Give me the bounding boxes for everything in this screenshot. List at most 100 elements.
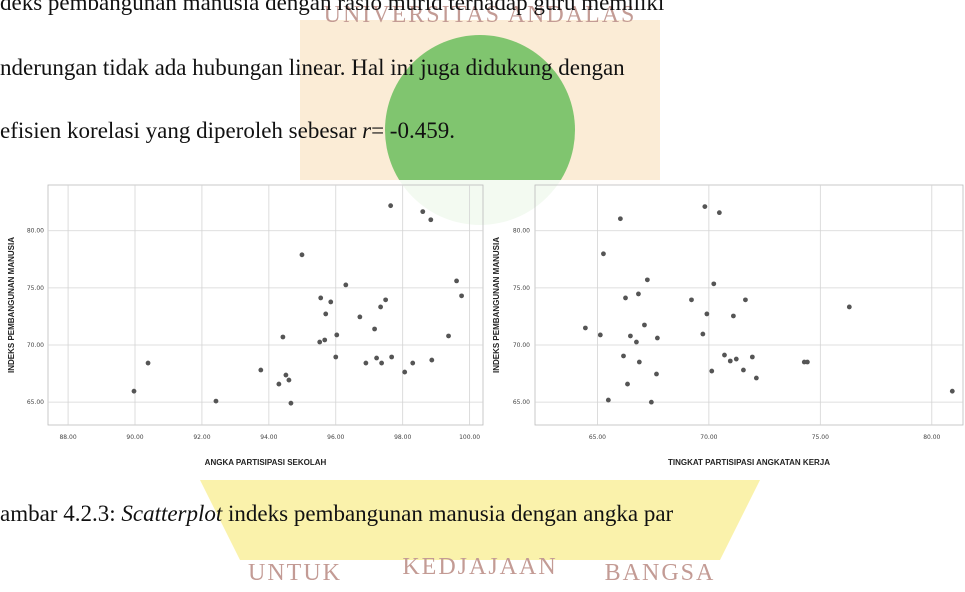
- point: [258, 368, 263, 373]
- point: [717, 210, 722, 215]
- page: UNIVERSITAS ANDALAS UNTUK KEDJAJAAN BANG…: [0, 0, 965, 592]
- point: [598, 333, 603, 338]
- point: [645, 277, 650, 282]
- point: [402, 370, 407, 375]
- x-tick-label: 92.00: [193, 434, 210, 441]
- y-axis-title: INDEKS PEMBANGUNAN MANUSIA: [7, 237, 16, 373]
- x-axis-title: ANGKA PARTISIPASI SEKOLAH: [205, 458, 327, 467]
- point: [378, 305, 383, 310]
- point: [606, 398, 611, 403]
- watermark-text: UNTUK: [248, 560, 342, 586]
- point: [343, 282, 348, 287]
- point: [334, 333, 339, 338]
- point: [333, 355, 338, 360]
- point: [700, 332, 705, 337]
- point: [214, 399, 219, 404]
- page-canvas: UNIVERSITAS ANDALAS UNTUK KEDJAJAAN BANG…: [0, 0, 965, 592]
- x-tick-label: 100.00: [459, 434, 480, 441]
- point: [281, 335, 286, 340]
- point: [420, 209, 425, 214]
- point: [289, 401, 294, 406]
- y-tick-label: 75.00: [27, 285, 44, 292]
- point: [734, 357, 739, 362]
- point: [323, 312, 328, 317]
- point: [357, 314, 362, 319]
- point: [741, 368, 746, 373]
- point: [318, 296, 323, 301]
- point: [637, 360, 642, 365]
- point: [388, 203, 393, 208]
- x-tick-label: 70.00: [700, 434, 717, 441]
- point: [625, 382, 630, 387]
- body-line: deks pembangunan manusia dengan rasio mu…: [0, 0, 664, 15]
- y-axis-title: INDEKS PEMBANGUNAN MANUSIA: [492, 237, 501, 373]
- point: [328, 300, 333, 305]
- point: [704, 312, 709, 317]
- x-axis-title: TINGKAT PARTISIPASI ANGKATAN KERJA: [668, 458, 830, 467]
- point: [446, 334, 451, 339]
- point: [287, 378, 292, 383]
- point: [634, 340, 639, 345]
- point: [410, 361, 415, 366]
- watermark-text: KEDJAJAAN: [402, 554, 557, 580]
- text-run: = -0.459.: [371, 118, 455, 143]
- point: [621, 354, 626, 359]
- y-tick-label: 70.00: [513, 342, 530, 349]
- point: [642, 323, 647, 328]
- point: [722, 353, 727, 358]
- point: [146, 361, 151, 366]
- y-tick-label: 65.00: [513, 399, 530, 406]
- point: [654, 372, 659, 377]
- point: [750, 355, 755, 360]
- point: [950, 389, 955, 394]
- point: [276, 382, 281, 387]
- point: [743, 297, 748, 302]
- point: [389, 355, 394, 360]
- caption-emphasis: Scatterplot: [121, 501, 223, 526]
- point: [317, 340, 322, 345]
- caption-label: ambar 4.2.3:: [0, 501, 121, 526]
- y-tick-label: 80.00: [513, 228, 530, 235]
- text-run: efisien korelasi yang diperoleh sebesar: [0, 118, 362, 143]
- point: [655, 336, 660, 341]
- y-tick-label: 70.00: [27, 342, 44, 349]
- point: [379, 361, 384, 366]
- point: [372, 327, 377, 332]
- point: [428, 217, 433, 222]
- point: [731, 314, 736, 319]
- point: [636, 292, 641, 297]
- point: [623, 296, 628, 301]
- point: [728, 359, 733, 364]
- x-tick-label: 75.00: [812, 434, 829, 441]
- point: [649, 400, 654, 405]
- point: [132, 389, 137, 394]
- point: [429, 358, 434, 363]
- point: [459, 293, 464, 298]
- point: [583, 326, 588, 331]
- caption: ambar 4.2.3: Scatterplot indeks pembangu…: [0, 501, 674, 526]
- x-tick-label: 88.00: [59, 434, 76, 441]
- y-tick-label: 65.00: [27, 399, 44, 406]
- x-tick-label: 96.00: [327, 434, 344, 441]
- point: [847, 305, 852, 310]
- point: [383, 297, 388, 302]
- point: [689, 297, 694, 302]
- point: [702, 204, 707, 209]
- point: [363, 361, 368, 366]
- point: [284, 373, 289, 378]
- body-line: nderungan tidak ada hubungan linear. Hal…: [0, 55, 625, 80]
- x-tick-label: 94.00: [260, 434, 277, 441]
- y-tick-label: 75.00: [513, 285, 530, 292]
- x-tick-label: 80.00: [923, 434, 940, 441]
- point: [454, 278, 459, 283]
- body-line: efisien korelasi yang diperoleh sebesar …: [0, 118, 455, 143]
- point: [805, 360, 810, 365]
- x-tick-label: 65.00: [589, 434, 606, 441]
- y-tick-label: 80.00: [27, 228, 44, 235]
- point: [601, 251, 606, 256]
- point: [754, 376, 759, 381]
- caption-text: indeks pembangunan manusia dengan angka …: [222, 501, 673, 526]
- point: [618, 216, 623, 221]
- point: [322, 338, 327, 343]
- watermark-text: BANGSA: [605, 560, 716, 586]
